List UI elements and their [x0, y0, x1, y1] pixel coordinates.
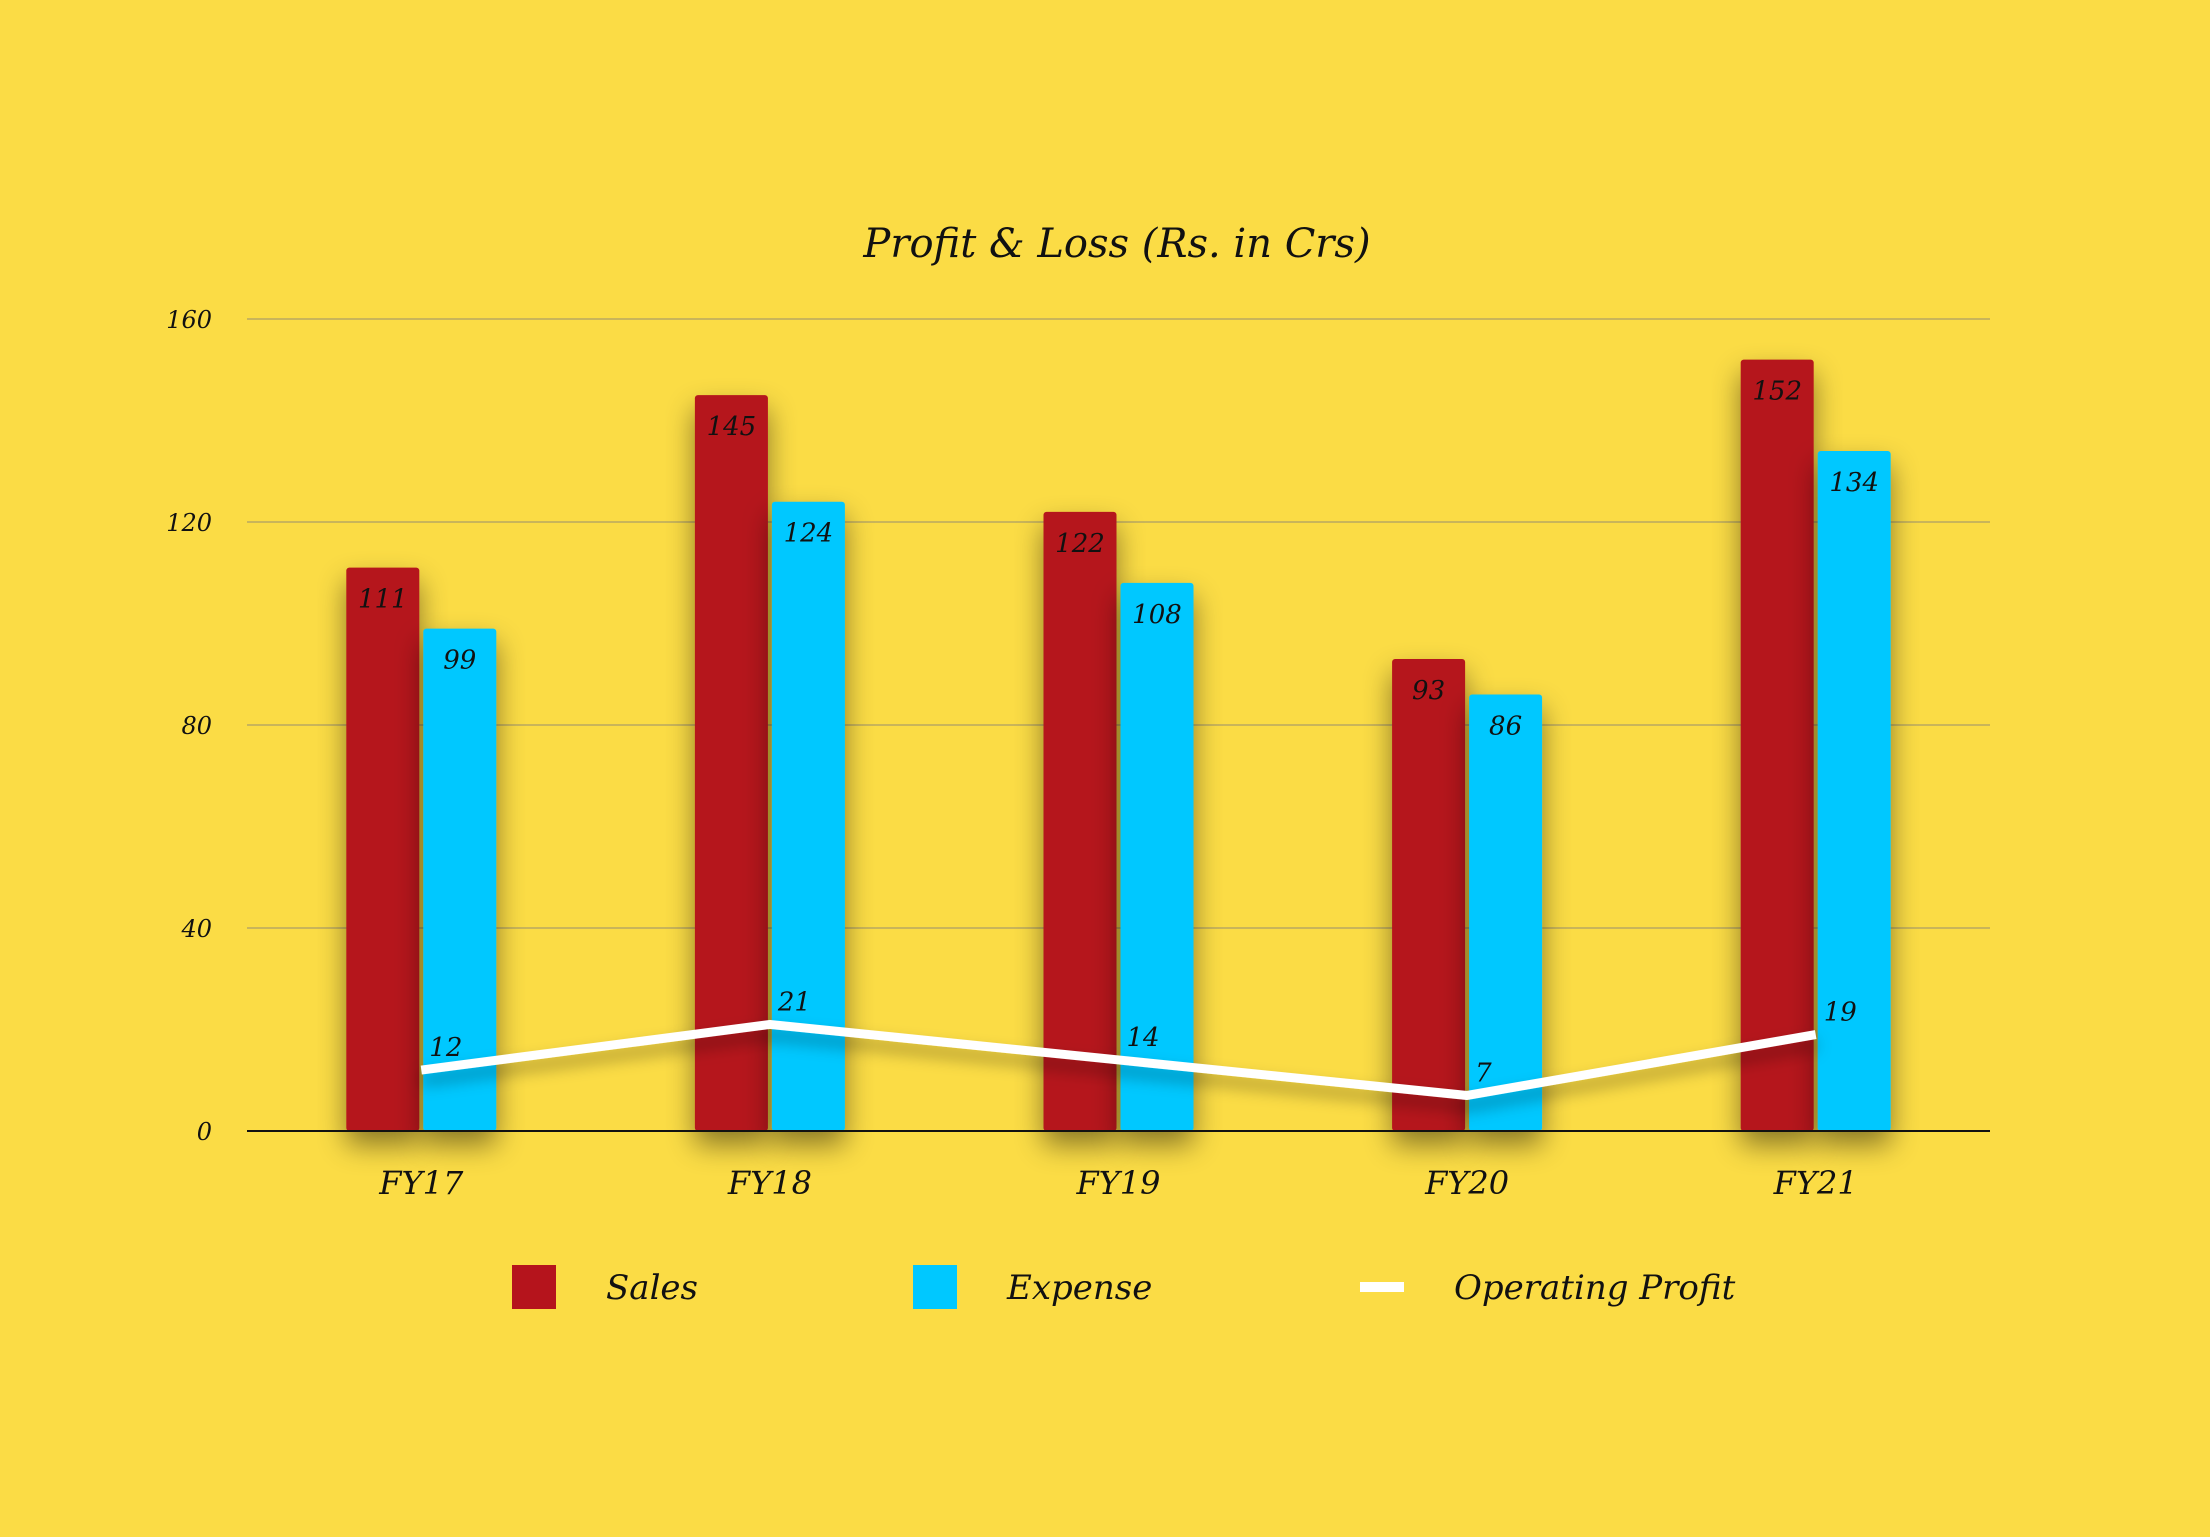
chart-title: Profit & Loss (Rs. in Crs) — [862, 221, 1370, 267]
bar-sales — [346, 567, 420, 1131]
data-label-expense: 99 — [443, 646, 476, 676]
operating-profit-line — [420, 1019, 1817, 1100]
bar-sales — [1043, 511, 1117, 1132]
bar-expense — [1469, 694, 1543, 1131]
legend-label-expense: Expense — [1006, 1268, 1152, 1308]
bar-sales — [1392, 659, 1466, 1131]
data-label-expense: 108 — [1132, 600, 1182, 630]
y-axis-ticks: 0 40 80 120 160 — [166, 306, 212, 1146]
x-category-label: FY18 — [727, 1164, 812, 1202]
data-label-sales: 111 — [358, 585, 408, 615]
y-tick-label: 160 — [166, 306, 212, 334]
data-label-sales: 145 — [707, 412, 757, 442]
bar-sales — [694, 395, 768, 1131]
bars — [346, 359, 1891, 1132]
data-label-expense: 124 — [784, 519, 834, 549]
bar-expense — [771, 501, 845, 1131]
data-label-operating-profit: 7 — [1475, 1058, 1492, 1088]
series-line-operating-profit — [420, 1019, 1817, 1100]
data-labels: 111 99 145 124 122 108 93 86 152 134 12 21 14 7 19 — [358, 377, 1879, 1089]
legend-swatch-sales — [512, 1265, 556, 1309]
y-tick-label: 0 — [197, 1118, 212, 1146]
gridlines — [247, 318, 1990, 929]
legend: Sales Expense Operating Profit — [512, 1265, 1736, 1309]
data-label-sales: 122 — [1055, 529, 1105, 559]
bar-expense — [1817, 450, 1891, 1131]
bar-sales — [1740, 359, 1814, 1132]
data-label-operating-profit: 21 — [777, 987, 811, 1017]
data-label-operating-profit: 14 — [1127, 1023, 1160, 1053]
legend-label-operating-profit: Operating Profit — [1454, 1268, 1736, 1308]
legend-swatch-expense — [913, 1265, 957, 1309]
data-label-expense: 86 — [1489, 712, 1522, 742]
y-tick-label: 40 — [180, 915, 212, 943]
data-label-sales: 93 — [1412, 676, 1445, 706]
x-category-label: FY19 — [1075, 1164, 1160, 1202]
data-label-expense: 134 — [1829, 468, 1879, 498]
data-label-sales: 152 — [1752, 377, 1802, 407]
bar-expense — [1120, 582, 1194, 1131]
legend-label-sales: Sales — [606, 1268, 698, 1308]
data-label-operating-profit: 19 — [1824, 998, 1857, 1028]
x-category-label: FY21 — [1773, 1164, 1858, 1202]
x-category-label: FY17 — [378, 1164, 464, 1202]
y-tick-label: 80 — [181, 712, 212, 740]
data-label-operating-profit: 12 — [429, 1033, 462, 1063]
bar-expense — [423, 628, 497, 1131]
x-axis-categories: FY17 FY18 FY19 FY20 FY21 — [378, 1164, 1857, 1202]
y-tick-label: 120 — [166, 509, 212, 537]
x-category-label: FY20 — [1424, 1164, 1509, 1202]
legend-swatch-operating-profit — [1360, 1282, 1404, 1292]
